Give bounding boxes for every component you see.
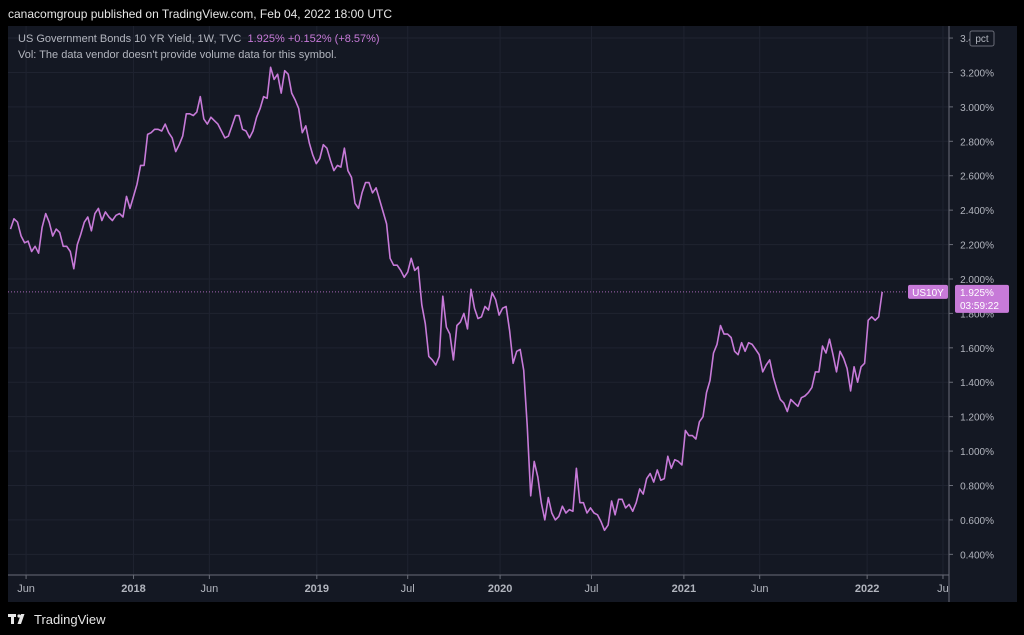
footer-brand-text: TradingView [34, 611, 106, 627]
unit-button-label: pct [975, 34, 989, 45]
publisher-line: canacomgroup published on TradingView.co… [8, 7, 393, 21]
symbol-tag[interactable]: US10Y [908, 284, 948, 299]
x-tick-label: Jun [751, 583, 769, 595]
price-tag-countdown: 03:59:22 [960, 301, 999, 312]
symbol-tag-label: US10Y [912, 288, 944, 299]
us10y-series-line[interactable] [9, 66, 883, 532]
unit-button[interactable]: pct [969, 30, 995, 47]
price-tag-value: 1.925% [960, 288, 994, 299]
y-tick-label: 0.800% [960, 482, 994, 493]
y-tick-label: 1.600% [960, 344, 994, 355]
y-tick-label: 3.000% [960, 103, 994, 114]
x-tick-label: Jul [401, 583, 415, 595]
chart-panel[interactable]: 3.400%3.200%3.000%2.800%2.600%2.400%2.20… [8, 26, 1017, 602]
x-tick-label: 2022 [855, 583, 879, 595]
y-tick-label: 2.600% [960, 172, 994, 183]
grid-layer [8, 26, 949, 575]
y-tick-label: 0.600% [960, 516, 994, 527]
x-tick-label: 2019 [305, 583, 329, 595]
y-tick-label: 2.800% [960, 137, 994, 148]
time-axis[interactable]: Jun 2018 Jun 2019 Jul 2020 Jul 2021 Jun 2022 Ju [17, 575, 949, 595]
x-tick-label: Ju [937, 583, 949, 595]
y-tick-label: 2.200% [960, 241, 994, 252]
y-tick-label: 1.800% [960, 309, 994, 320]
price-tag[interactable]: 1.925% 03:59:22 [955, 284, 1009, 313]
y-tick-label: 2.400% [960, 206, 994, 217]
x-tick-label: 2021 [672, 583, 696, 595]
x-tick-label: Jul [584, 583, 598, 595]
y-tick-label: 1.200% [960, 413, 994, 424]
y-tick-label: 0.400% [960, 550, 994, 561]
y-tick-label: 2.000% [960, 275, 994, 286]
x-tick-label: 2020 [488, 583, 512, 595]
tradingview-logo-icon [8, 614, 25, 624]
y-tick-label: 3.200% [960, 68, 994, 79]
y-tick-label: 1.000% [960, 447, 994, 458]
chart-svg[interactable]: 3.400%3.200%3.000%2.800%2.600%2.400%2.20… [8, 26, 1017, 602]
x-tick-label: Jun [17, 583, 35, 595]
legend-volume-note: Vol: The data vendor doesn't provide vol… [18, 49, 337, 61]
legend-symbol-line[interactable]: US Government Bonds 10 YR Yield, 1W, TVC… [18, 33, 380, 45]
y-tick-label: 1.400% [960, 378, 994, 389]
legend-symbol: US Government Bonds 10 YR Yield, 1W, TVC [18, 33, 242, 45]
x-tick-label: Jun [200, 583, 218, 595]
legend-values: 1.925% +0.152% (+8.57%) [247, 33, 380, 45]
footer-brand[interactable]: TradingView [8, 608, 106, 630]
x-tick-label: 2018 [121, 583, 145, 595]
